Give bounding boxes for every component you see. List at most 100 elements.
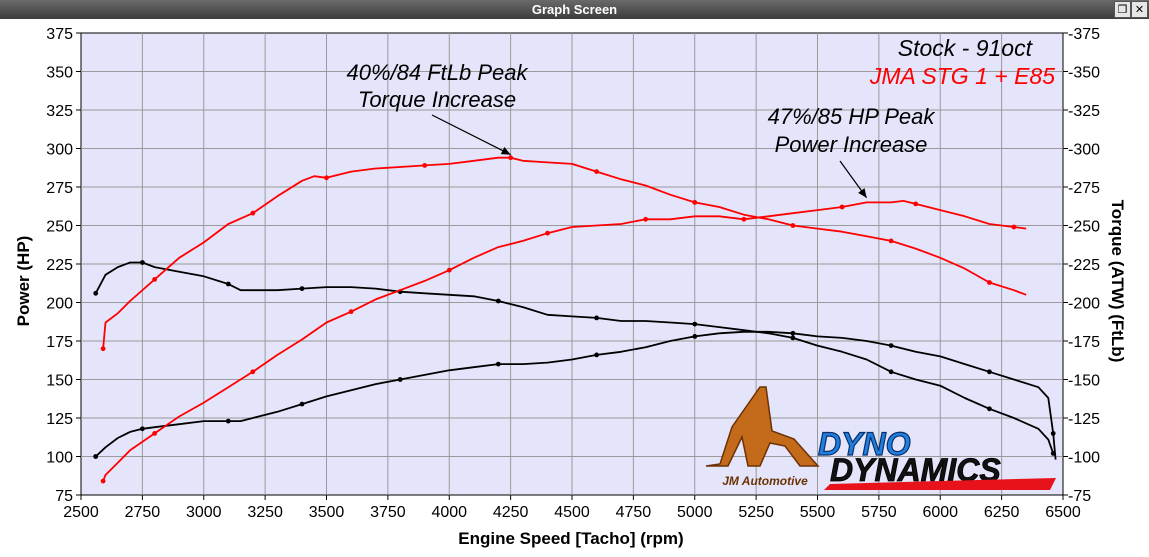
x-tick-label: 4000	[431, 504, 467, 521]
window-title: Graph Screen	[531, 2, 618, 17]
left-tick-label: 375	[46, 26, 73, 43]
x-tick-label: 5000	[677, 504, 713, 521]
close-window-button[interactable]: ✕	[1131, 1, 1148, 18]
series-point-stock-power	[888, 343, 894, 348]
series-line-stage1-power	[102, 200, 1027, 482]
right-tick-label: -75	[1068, 488, 1091, 505]
x-tick-label: 5750	[861, 504, 897, 521]
series-point-stage1-power	[1011, 224, 1017, 230]
right-tick-label: -225	[1068, 257, 1100, 274]
series-point-stock-power	[692, 334, 698, 339]
left-tick-label: 100	[46, 450, 73, 467]
x-tick-label: 5250	[738, 504, 774, 521]
right-tick-label: -200	[1068, 296, 1100, 313]
left-tick-label: 350	[46, 65, 73, 82]
left-tick-label: 225	[46, 257, 73, 274]
series-line-stock-power	[95, 330, 1057, 460]
series-line-stock-torque	[94, 261, 1055, 454]
x-tick-label: 4250	[493, 504, 529, 521]
series-line-stage1-torque	[102, 156, 1027, 349]
series-point-stock-power	[1050, 431, 1056, 436]
series-point-stock-torque	[299, 286, 305, 291]
series-point-stock-power	[987, 369, 992, 375]
series-point-stage1-torque	[790, 223, 796, 228]
annotation-arrow-head	[500, 147, 511, 155]
series-point-stage1-torque	[100, 346, 106, 352]
dyno-chart: 2500 2750 3000 3250 3500 3750 4000 4250 4500 4750…	[0, 19, 1149, 557]
series-point-stage1-power	[100, 478, 106, 484]
series-point-stage1-power	[741, 216, 747, 222]
series-point-stage1-torque	[692, 200, 698, 205]
series-point-stock-torque	[225, 281, 231, 287]
x-axis-ticks: 2500 2750 3000 3250 3500 3750 4000 4250 4500 4750…	[63, 495, 1081, 521]
series-point-stock-torque	[140, 260, 145, 265]
right-tick-label: -150	[1068, 373, 1100, 390]
right-tick-label: -275	[1068, 180, 1100, 197]
jm-logo-mark	[705, 386, 820, 467]
legend-entry-stock: Stock - 91oct	[898, 35, 1034, 61]
jm-logo-text: JM Automotive	[722, 474, 808, 488]
x-tick-label: 5500	[800, 504, 836, 521]
left-axis-label: Power (HP)	[14, 236, 33, 327]
jm-automotive-logo: JM Automotive	[705, 386, 820, 488]
right-axis-label: Torque (ATW) (FtLb)	[1108, 200, 1127, 363]
series-point-stock-torque	[495, 298, 501, 304]
right-tick-label: -325	[1068, 103, 1100, 120]
legend-entry-stage1: JMA STG 1 + E85	[869, 63, 1055, 89]
series-point-stage1-power	[348, 309, 354, 315]
series-point-stage1-power	[913, 201, 919, 207]
x-tick-label: 3500	[309, 504, 345, 521]
series-point-stage1-torque	[152, 277, 158, 282]
series-point-stock-torque	[790, 335, 796, 341]
series-point-stage1-power	[446, 267, 452, 273]
left-tick-label: 325	[46, 103, 73, 120]
series-point-stage1-torque	[888, 238, 894, 244]
x-tick-label: 6250	[984, 504, 1020, 521]
series-point-stock-torque	[987, 406, 992, 412]
power-annotation-line1: 47%/85 HP Peak	[768, 104, 936, 129]
x-tick-label: 4750	[616, 504, 652, 521]
series-point-stock-power	[225, 418, 231, 424]
x-tick-label: 3250	[247, 504, 283, 521]
right-tick-label: -100	[1068, 450, 1100, 467]
right-tick-label: -375	[1068, 26, 1100, 43]
series-point-stage1-power	[643, 216, 648, 222]
left-tick-label: 175	[46, 334, 73, 351]
restore-window-button[interactable]: ❐	[1114, 1, 1131, 18]
annotation-arrow-head	[858, 188, 867, 198]
series-point-stage1-power	[545, 230, 550, 236]
x-tick-label: 3750	[370, 504, 406, 521]
x-tick-label: 4500	[554, 504, 590, 521]
annotation-arrow-shaft	[431, 114, 511, 156]
power-annotation-line2: Power Increase	[775, 132, 928, 157]
dyno-dynamics-logo: DYNO DYNAMICS	[817, 425, 1056, 490]
series-point-stock-torque	[594, 315, 599, 321]
series-point-stage1-torque	[508, 155, 513, 161]
grid-lines	[81, 33, 1063, 495]
torque-annotation-line2: Torque Increase	[358, 87, 516, 112]
right-tick-label: -125	[1068, 411, 1100, 428]
series-point-stage1-power	[152, 431, 158, 436]
right-tick-label: -175	[1068, 334, 1100, 351]
series-group	[93, 155, 1057, 484]
series-point-stock-power	[397, 377, 403, 382]
left-tick-label: 275	[46, 180, 73, 197]
window-titlebar: Graph Screen ❐ ✕	[0, 0, 1149, 20]
series-point-stock-torque	[888, 369, 894, 375]
series-point-stage1-torque	[324, 175, 329, 181]
torque-annotation-arrow	[431, 114, 511, 156]
series-point-stock-power	[495, 361, 501, 367]
power-annotation-arrow	[839, 160, 868, 199]
left-tick-label: 75	[55, 488, 73, 505]
series-point-stage1-torque	[422, 163, 428, 168]
left-tick-label: 300	[46, 142, 73, 159]
series-point-stock-torque	[1050, 451, 1056, 456]
x-tick-label: 3000	[186, 504, 222, 521]
right-tick-label: -250	[1068, 219, 1100, 236]
series-point-stage1-power	[839, 204, 845, 210]
series-point-stage1-torque	[250, 210, 256, 216]
x-tick-label: 6500	[1045, 504, 1081, 521]
x-tick-label: 2500	[63, 504, 99, 521]
series-point-stock-power	[790, 330, 796, 336]
left-axis-ticks: 375 350 325 300 275 250 225 200 175 150 125 100 75	[46, 26, 81, 505]
